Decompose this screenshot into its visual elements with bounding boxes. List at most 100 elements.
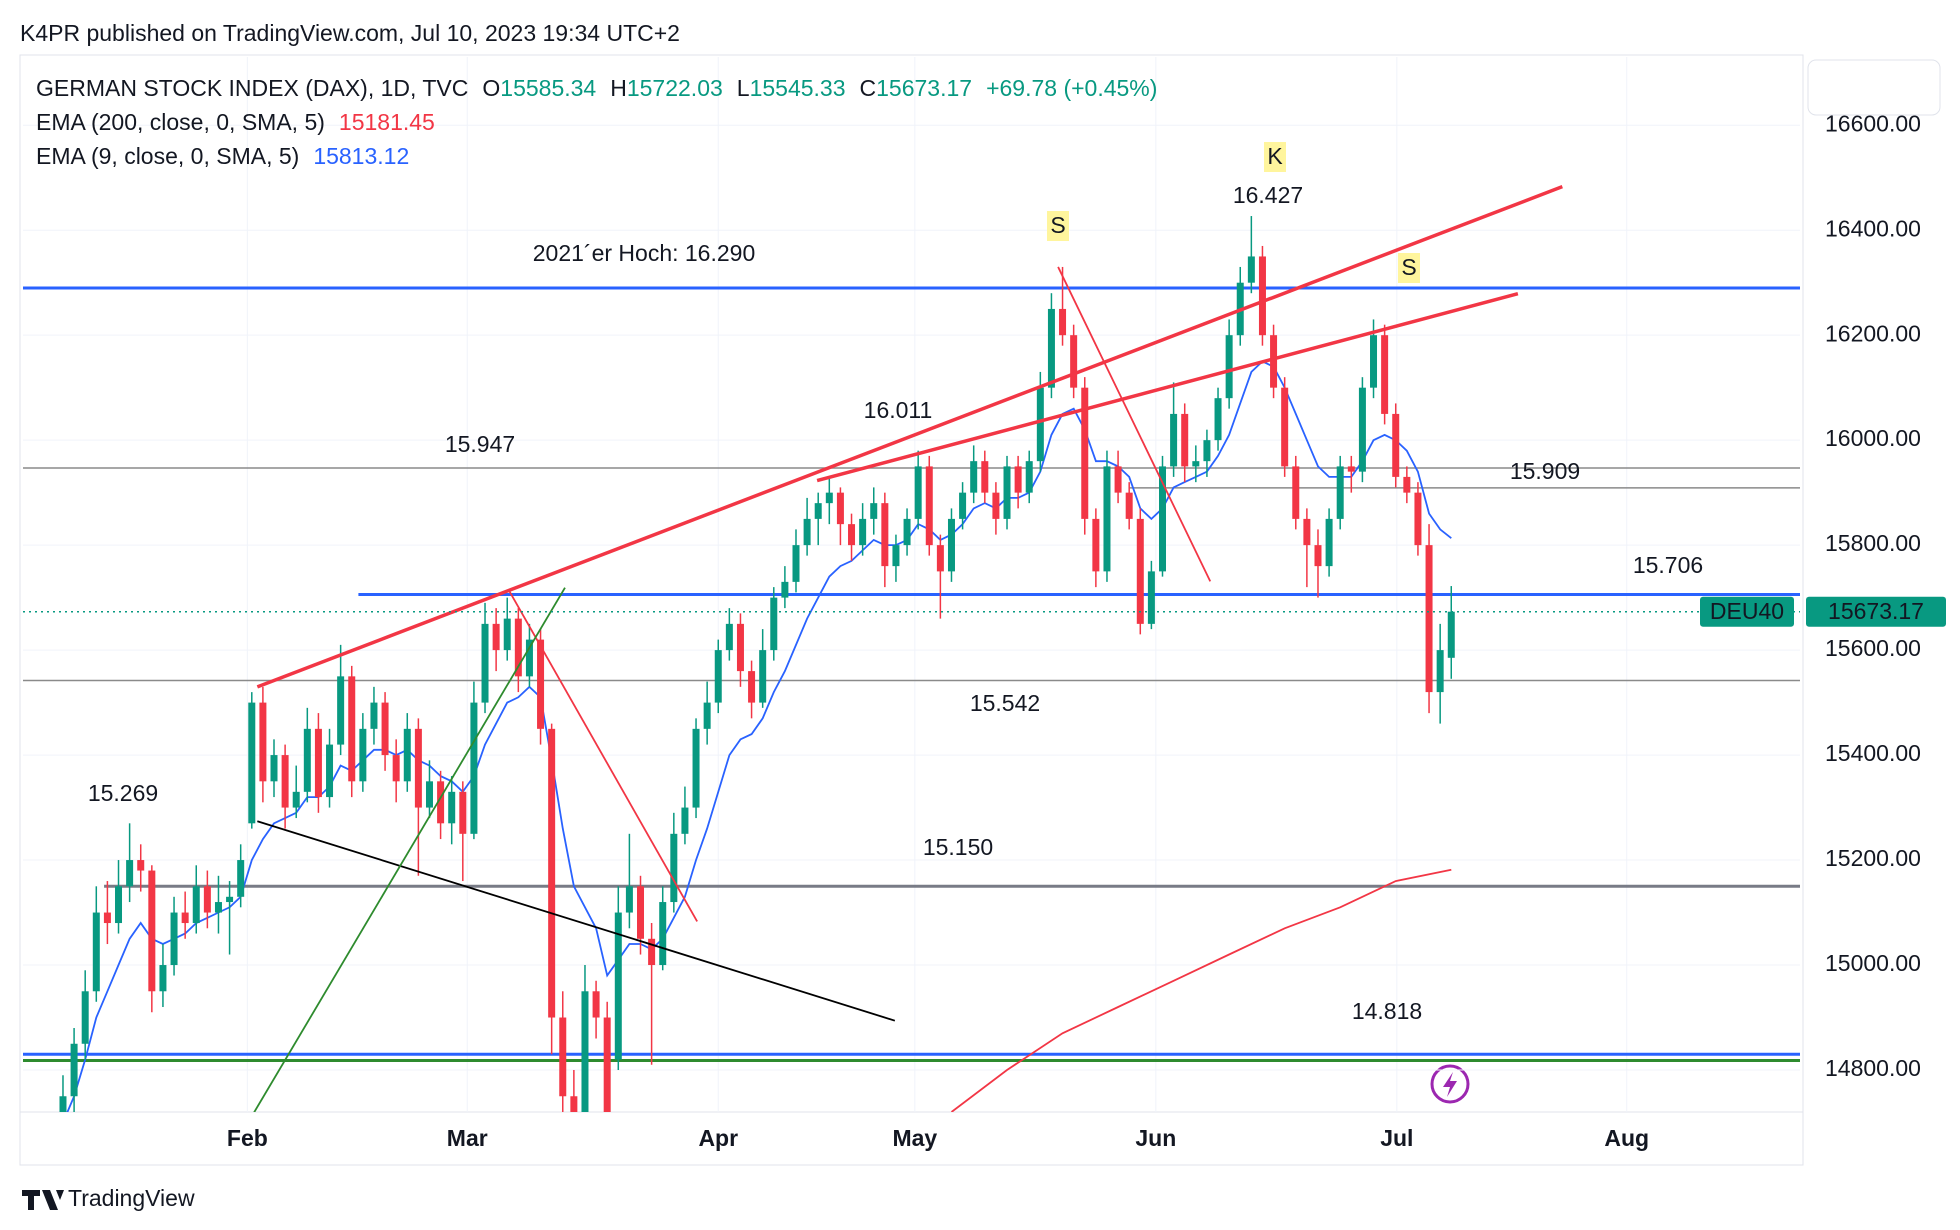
trendline — [1057, 266, 1212, 582]
note-label: 16.011 — [864, 397, 933, 423]
marker-bg — [1047, 211, 1069, 241]
candle-body — [1436, 650, 1444, 693]
candle-body — [59, 1096, 67, 1112]
candle-body — [970, 461, 978, 493]
level-label: 15.909 — [1510, 458, 1580, 484]
candle-body — [1036, 387, 1044, 462]
candle-body — [1281, 387, 1289, 467]
candle-body — [570, 1096, 578, 1112]
x-tick-label: Feb — [227, 1125, 268, 1151]
candle-body — [148, 870, 156, 992]
candle-body — [392, 755, 400, 782]
y-tick-label: 15800.00 — [1825, 530, 1921, 556]
ohlc-value: 15722.03 — [627, 75, 723, 101]
candle-body — [770, 597, 778, 651]
candle-body — [203, 886, 211, 913]
candle-body — [625, 886, 633, 913]
candle-body — [1114, 466, 1122, 493]
candle-body — [1025, 461, 1033, 493]
tv-logo — [22, 1190, 64, 1210]
marker-bg — [1264, 142, 1286, 172]
candle-body — [403, 728, 411, 782]
candle-body — [1447, 611, 1455, 658]
legend-entry: EMA (9, close, 0, SMA, 5) 15813.12 — [36, 143, 409, 169]
candle-body — [525, 639, 533, 677]
candle-body — [1425, 545, 1433, 693]
candle-body — [370, 702, 378, 729]
candle-body — [1292, 466, 1300, 519]
candle-body — [825, 492, 833, 504]
y-tick-label: 15000.00 — [1825, 950, 1921, 976]
trendline — [257, 820, 896, 1022]
x-tick-label: May — [892, 1125, 937, 1151]
candle-body — [514, 618, 522, 677]
ohlc-key: L — [737, 75, 750, 101]
candle-body — [1014, 466, 1022, 493]
trendline — [816, 292, 1519, 483]
candle-body — [137, 860, 145, 871]
level-label: 15.542 — [970, 690, 1040, 716]
candle-body — [1092, 518, 1100, 572]
candle-body — [781, 581, 789, 598]
y-tick-label: 14800.00 — [1825, 1055, 1921, 1081]
candle-body — [1214, 398, 1222, 441]
y-tick-label: 16000.00 — [1825, 425, 1921, 451]
candle-body — [1125, 492, 1133, 519]
candle-body — [437, 781, 445, 824]
ohlc-value: 15585.34 — [500, 75, 596, 101]
candle-body — [881, 503, 889, 567]
candle-body — [603, 1017, 611, 1112]
candle-body — [1414, 492, 1422, 546]
candle-body — [703, 702, 711, 729]
candle-body — [614, 912, 622, 1060]
x-tick-label: Aug — [1604, 1125, 1649, 1151]
candle-body — [248, 702, 256, 824]
legend-name: EMA (200, close, 0, SMA, 5) — [36, 109, 325, 135]
note-label: 15.269 — [88, 780, 158, 806]
candle-body — [81, 991, 89, 1044]
candle-body — [348, 676, 356, 782]
title: GERMAN STOCK INDEX (DAX), 1D, TVC — [36, 75, 468, 101]
candle-body — [1147, 571, 1155, 624]
ohlc-key: H — [610, 75, 627, 101]
candle-body — [1370, 335, 1378, 388]
candle-body — [959, 492, 967, 519]
icon-lightning[interactable] — [1430, 1064, 1470, 1104]
candle-body — [559, 1017, 567, 1097]
ohlc-value: 15673.17 — [876, 75, 972, 101]
candle-body — [670, 833, 678, 903]
y-tick-label: 15600.00 — [1825, 635, 1921, 661]
candle-body — [459, 791, 467, 834]
candle-body — [381, 702, 389, 756]
scale-button[interactable] — [1807, 59, 1941, 116]
candle-body — [947, 518, 955, 572]
candle-body — [470, 702, 478, 834]
plot — [23, 57, 1800, 1112]
ohlc-key: C — [860, 75, 877, 101]
level-label: 15.947 — [445, 431, 515, 457]
candle-body — [1381, 335, 1389, 414]
symbol-label: DEU40 — [1710, 598, 1784, 624]
candle-body — [1347, 466, 1355, 472]
y-tick-label: 16600.00 — [1825, 110, 1921, 136]
candle-body — [1314, 545, 1322, 567]
candle-body — [759, 650, 767, 703]
level-label: 2021´er Hoch: 16.290 — [533, 240, 756, 266]
legend-title: GERMAN STOCK INDEX (DAX), 1D, TVC O15585.… — [36, 75, 1157, 101]
candle-body — [259, 702, 267, 782]
candle-body — [914, 466, 922, 519]
candle-body — [1059, 308, 1067, 336]
candle-body — [748, 671, 756, 703]
y-tick-label: 15400.00 — [1825, 740, 1921, 766]
candle-body — [648, 938, 656, 966]
indicator-line — [66, 360, 1452, 1112]
candle-body — [303, 728, 311, 792]
candle-body — [1170, 413, 1178, 467]
symbol-tag — [1700, 596, 1794, 627]
change: +69.78 (+0.45%) — [986, 75, 1157, 101]
candle-body — [1047, 308, 1055, 388]
candle-body — [892, 545, 900, 567]
candle-body — [1403, 476, 1411, 493]
trendline — [253, 587, 566, 1112]
